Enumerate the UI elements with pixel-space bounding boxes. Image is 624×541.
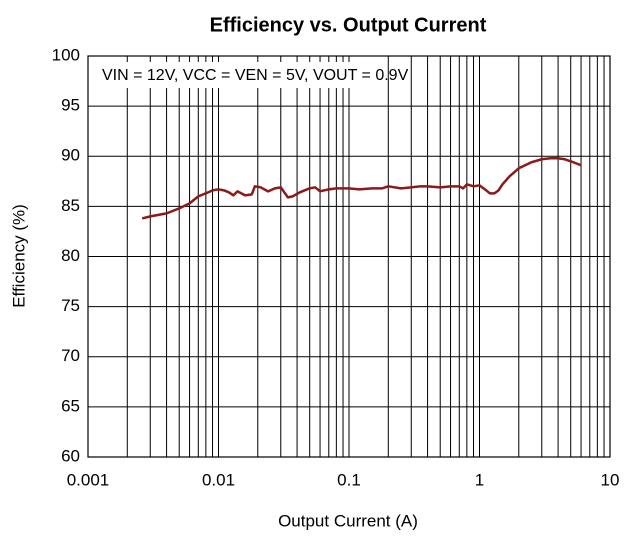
y-axis-label: Efficiency (%)	[9, 204, 28, 308]
annotation-box	[98, 62, 374, 88]
x-tick-label: 10	[601, 470, 620, 489]
plot-border	[87, 55, 611, 458]
chart-title: Efficiency vs. Output Current	[210, 14, 487, 36]
y-tick-label: 65	[61, 396, 80, 415]
y-tick-label: 70	[61, 346, 80, 365]
x-tick-label: 0.1	[337, 470, 361, 489]
x-tick-label: 0.001	[67, 470, 110, 489]
y-tick-label: 95	[61, 96, 80, 115]
x-tick-label: 0.01	[202, 470, 235, 489]
y-tick-label: 80	[61, 246, 80, 265]
y-tick-label: 100	[52, 45, 80, 64]
annotation: VIN = 12V, VCC = VEN = 5V, VOUT = 0.9V	[102, 67, 409, 84]
y-tick-label: 85	[61, 196, 80, 215]
data-line	[141, 157, 582, 220]
y-tick-label: 90	[61, 146, 80, 165]
x-tick-label: 1	[475, 470, 484, 489]
y-tick-label: 75	[61, 296, 80, 315]
y-tick-label: 60	[61, 446, 80, 465]
x-axis-label: Output Current (A)	[278, 511, 418, 530]
